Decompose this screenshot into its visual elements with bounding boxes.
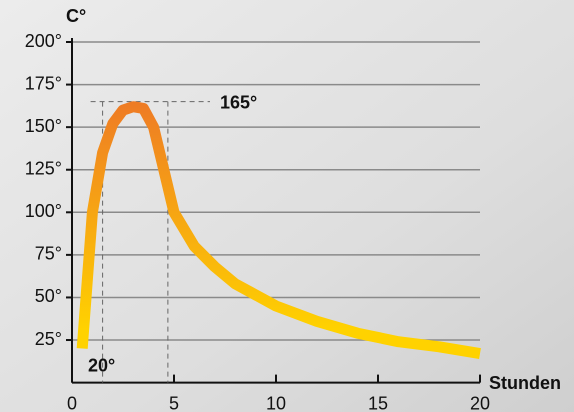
- x-tick-label: 10: [266, 393, 286, 412]
- line: [76, 101, 481, 360]
- annotation: 20°: [88, 355, 115, 375]
- y-tick-label: 200°: [25, 31, 62, 51]
- annotation: 165°: [220, 92, 257, 112]
- x-tick-label: 0: [67, 393, 77, 412]
- y-tick-label: 50°: [35, 286, 62, 306]
- y-tick-label: 125°: [25, 158, 62, 178]
- y-axis-label: C°: [66, 6, 86, 26]
- y-tick-label: 100°: [25, 201, 62, 221]
- y-tick-label: 150°: [25, 116, 62, 136]
- y-tick-label: 25°: [35, 329, 62, 349]
- x-tick-label: 15: [368, 393, 388, 412]
- x-axis-label: Stunden: [489, 373, 561, 393]
- x-tick-label: 20: [470, 393, 490, 412]
- y-tick-label: 75°: [35, 244, 62, 264]
- y-tick-label: 175°: [25, 73, 62, 93]
- x-tick-label: 5: [169, 393, 179, 412]
